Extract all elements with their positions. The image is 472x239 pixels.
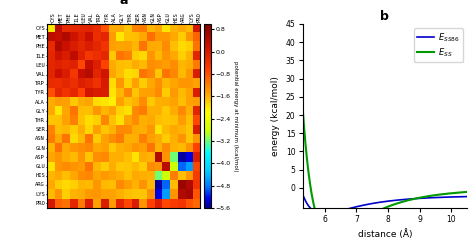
$E_{SS86}$: [430, 196, 436, 199]
Legend: $E_{SS86}$, $E_{SS}$: $E_{SS86}$, $E_{SS}$: [414, 28, 463, 62]
Line: $E_{SS}$: $E_{SS}$: [299, 52, 467, 210]
$E_{SS}$: [464, 190, 470, 193]
$E_{SS}$: [371, 208, 376, 211]
$E_{SS}$: [430, 194, 436, 197]
$E_{SS}$: [412, 197, 418, 200]
Y-axis label: potential energy at minimum (kcal/mol): potential energy at minimum (kcal/mol): [233, 61, 238, 171]
$E_{SS}$: [296, 50, 302, 53]
$E_{SS}$: [364, 208, 370, 211]
$E_{SS86}$: [412, 197, 418, 200]
$E_{SS}$: [314, 208, 320, 211]
Y-axis label: energy (kcal/mol): energy (kcal/mol): [271, 76, 280, 156]
$E_{SS}$: [428, 194, 433, 197]
$E_{SS86}$: [464, 195, 470, 198]
$E_{SS86}$: [314, 208, 320, 211]
$E_{SS86}$: [296, 182, 302, 185]
$E_{SS86}$: [371, 202, 376, 205]
Title: a: a: [119, 0, 128, 7]
X-axis label: distance (Å): distance (Å): [358, 229, 412, 239]
$E_{SS86}$: [309, 208, 315, 211]
Line: $E_{SS86}$: $E_{SS86}$: [299, 183, 467, 210]
Title: b: b: [380, 10, 389, 23]
$E_{SS86}$: [428, 196, 433, 199]
$E_{SS86}$: [364, 203, 370, 206]
$E_{SS}$: [312, 208, 318, 211]
